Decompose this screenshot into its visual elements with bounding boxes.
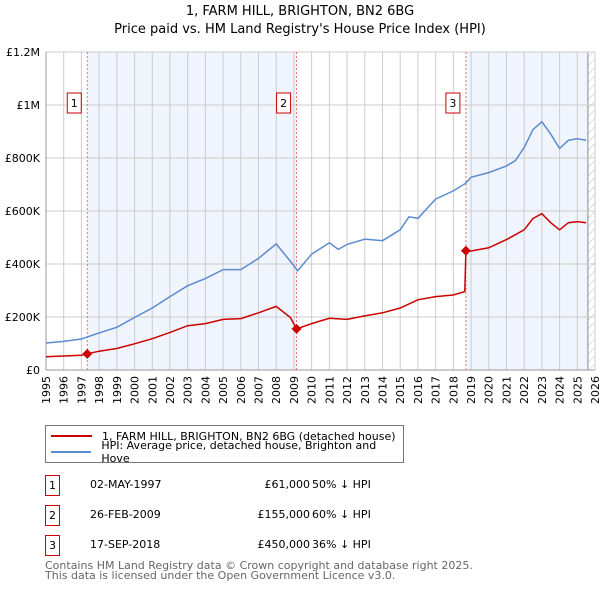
- x-tick-label: 2012: [341, 376, 354, 404]
- hpi-line: [45, 120, 587, 344]
- y-tick-label: £0: [26, 364, 40, 377]
- sale-price: £155,000: [257, 508, 311, 521]
- y-tick-label: £200K: [5, 311, 41, 324]
- x-tick-label: 2004: [199, 376, 212, 404]
- price-chart: 1995 1996 1997 1998 1999 2000 2001 2002 2003 2004…: [5, 46, 600, 404]
- y-tick-label: £1M: [17, 99, 41, 112]
- x-tick-label: 2008: [270, 376, 283, 404]
- x-tick-label: 2014: [376, 376, 389, 404]
- x-tick-label: 1999: [111, 376, 124, 404]
- y-tick-label: £400K: [5, 258, 41, 271]
- sale-marker-box: [276, 92, 292, 114]
- sale-point: [460, 245, 471, 256]
- x-tick-label: 2015: [394, 376, 407, 404]
- legend-label-property: 1, FARM HILL, BRIGHTON, BN2 6BG (detache…: [102, 429, 396, 443]
- footer-licence: This data is licensed under the Open Gov…: [45, 569, 396, 582]
- sale-row: 1 02-MAY-1997 £61,000 50% ↓ HPI: [45, 475, 445, 496]
- x-tick-label: 2002: [164, 376, 177, 404]
- sale-marker-number: 1: [71, 97, 78, 110]
- x-tick-label: 1995: [40, 376, 53, 404]
- y-tick-label: £1.2M: [6, 46, 40, 59]
- sale-point: [82, 348, 93, 359]
- sale-hpi-diff: 60% ↓ HPI: [312, 508, 371, 521]
- chart-subtitle: Price paid vs. HM Land Registry's House …: [114, 22, 486, 37]
- x-tick-label: 1996: [58, 376, 71, 404]
- sale-marker-number: 2: [280, 97, 287, 110]
- x-tick-label: 2016: [412, 376, 425, 404]
- sale-marker-label: 2: [45, 505, 60, 526]
- x-tick-label: 2001: [146, 376, 159, 404]
- x-tick-label: 2006: [235, 376, 248, 404]
- legend: 1, FARM HILL, BRIGHTON, BN2 6BG (detache…: [45, 425, 404, 465]
- x-tick-label: 2011: [323, 376, 336, 404]
- sale-point: [291, 323, 302, 334]
- sale-marker-number: 3: [449, 97, 456, 110]
- legend-swatch-hpi: [51, 451, 92, 453]
- x-tick-label: 2017: [430, 376, 443, 404]
- sale-marker-box: [445, 92, 461, 114]
- sale-hpi-diff: 36% ↓ HPI: [312, 538, 371, 551]
- sale-date: 26-FEB-2009: [90, 508, 161, 521]
- x-tick-label: 2020: [483, 376, 496, 404]
- sale-price: £450,000: [257, 538, 311, 551]
- property-price-line: [45, 212, 587, 358]
- x-tick-label: 2025: [571, 376, 584, 404]
- sale-marker-label: 3: [45, 535, 60, 556]
- x-tick-label: 2003: [182, 376, 195, 404]
- sale-price: £61,000: [264, 478, 311, 491]
- x-tick-label: 2013: [359, 376, 372, 404]
- sale-marker-label: 1: [45, 475, 60, 496]
- sale-date: 02-MAY-1997: [90, 478, 162, 491]
- sale-row: 3 17-SEP-2018 £450,000 36% ↓ HPI: [45, 535, 445, 556]
- sale-marker-box: [66, 92, 82, 114]
- x-tick-label: 2026: [589, 376, 600, 404]
- legend-label-hpi: HPI: Average price, detached house, Brig…: [101, 439, 377, 465]
- legend-swatch-property: [51, 435, 92, 437]
- x-tick-label: 1997: [75, 376, 88, 404]
- footer-copyright: Contains HM Land Registry data © Crown c…: [45, 559, 473, 572]
- x-tick-label: 2005: [217, 376, 230, 404]
- x-tick-label: 2021: [500, 376, 513, 404]
- x-tick-label: 2022: [518, 376, 531, 404]
- x-tick-label: 2024: [554, 376, 567, 404]
- x-tick-label: 2010: [306, 376, 319, 404]
- x-tick-label: 2023: [536, 376, 549, 404]
- y-tick-label: £800K: [5, 152, 41, 165]
- x-tick-label: 1998: [93, 376, 106, 404]
- chart-title: 1, FARM HILL, BRIGHTON, BN2 6BG: [185, 4, 415, 19]
- x-tick-label: 2018: [447, 376, 460, 404]
- y-tick-label: £600K: [5, 205, 41, 218]
- sale-date: 17-SEP-2018: [90, 538, 161, 551]
- x-tick-label: 2000: [129, 376, 142, 404]
- x-tick-label: 2019: [465, 376, 478, 404]
- sale-hpi-diff: 50% ↓ HPI: [312, 478, 371, 491]
- sale-row: 2 26-FEB-2009 £155,000 60% ↓ HPI: [45, 505, 445, 526]
- x-tick-label: 2007: [253, 376, 266, 404]
- x-tick-label: 2009: [288, 376, 301, 404]
